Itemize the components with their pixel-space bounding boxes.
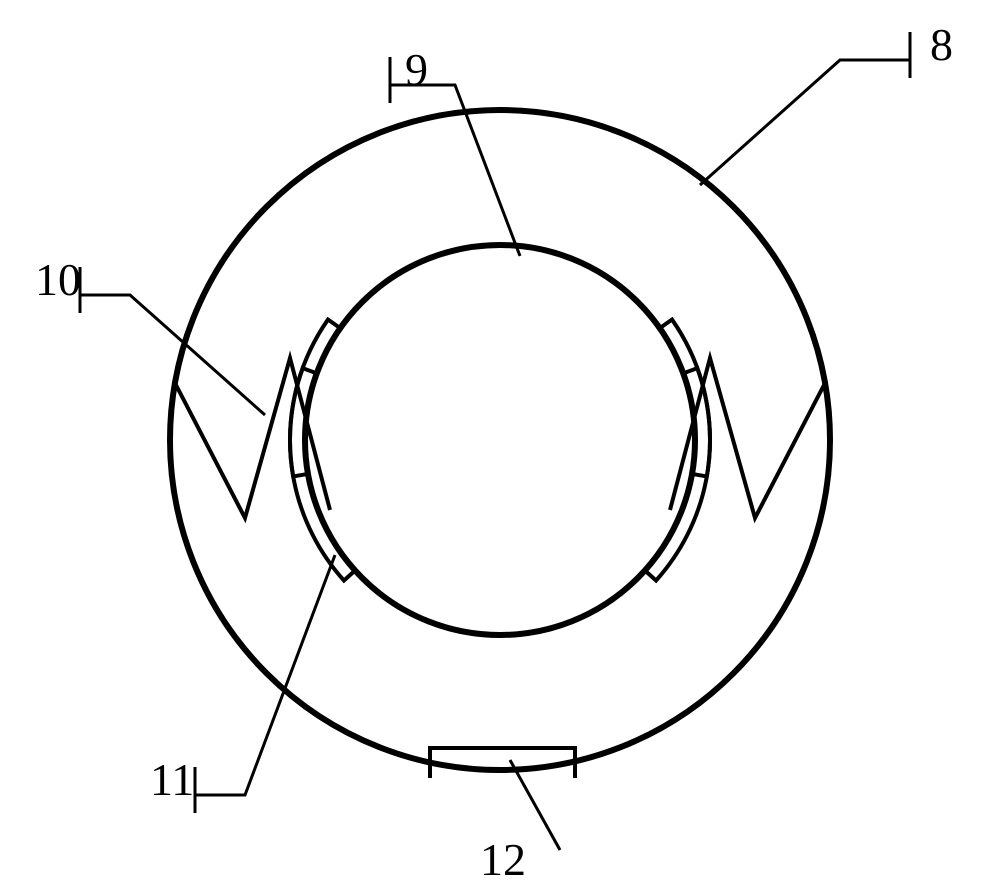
label-8: 8 [930, 19, 953, 70]
inner-ring [305, 245, 695, 635]
label-11: 11 [150, 754, 194, 805]
label-12: 12 [480, 834, 526, 885]
leader-8 [700, 60, 910, 185]
diagram-svg: 8 9 10 11 12 [0, 0, 1000, 892]
label-9: 9 [405, 44, 428, 95]
label-10: 10 [35, 254, 81, 305]
